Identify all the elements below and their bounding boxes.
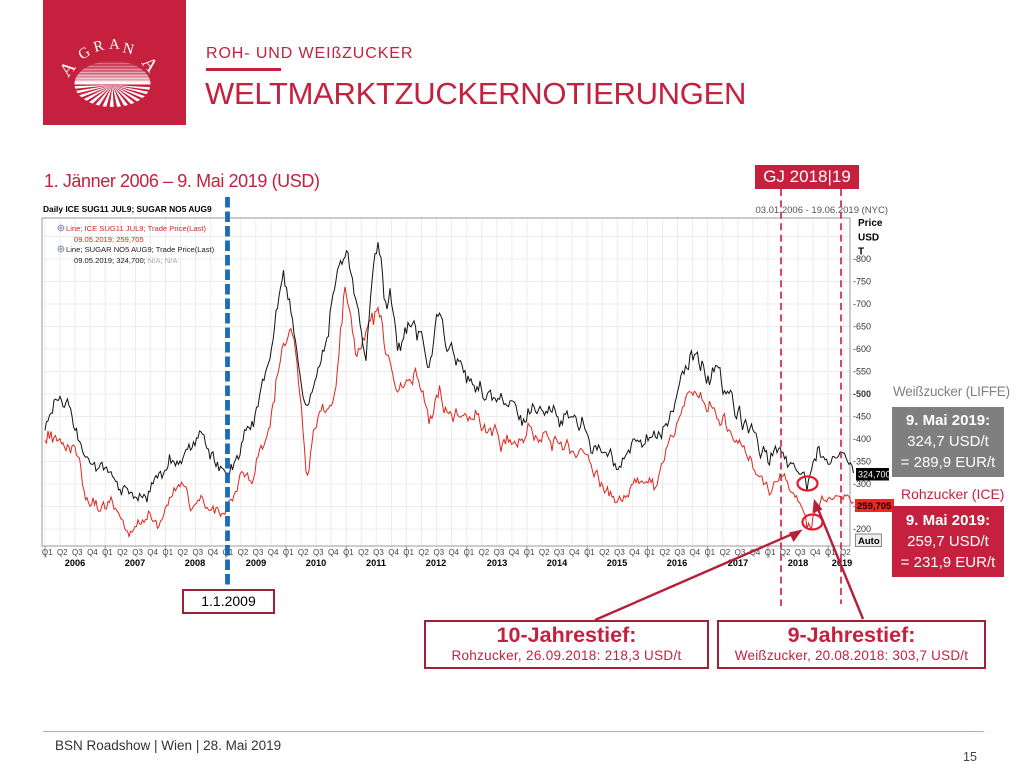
svg-text:2010: 2010 (306, 558, 326, 568)
svg-text:Daily ICE SUG11 JUL9; SUGAR NO: Daily ICE SUG11 JUL9; SUGAR NO5 AUG9 (43, 204, 212, 214)
svg-text:N: N (121, 40, 136, 58)
svg-text:259,705: 259,705 (857, 501, 892, 512)
svg-text:Q4: Q4 (147, 548, 158, 557)
svg-text:Q3: Q3 (72, 548, 83, 557)
svg-text:Q2: Q2 (238, 548, 249, 557)
svg-text:-650: -650 (853, 322, 871, 332)
svg-text:Q1: Q1 (162, 548, 173, 557)
svg-text:2012: 2012 (426, 558, 446, 568)
svg-text:-500: -500 (853, 389, 871, 399)
svg-text:2009: 2009 (246, 558, 266, 568)
svg-text:Q4: Q4 (509, 548, 520, 557)
svg-text:Q1: Q1 (644, 548, 655, 557)
svg-text:Line; ICE SUG11 JUL9; Trade Pr: Line; ICE SUG11 JUL9; Trade Price(Last) (66, 224, 206, 233)
svg-text:2018: 2018 (788, 558, 808, 568)
svg-text:Q2: Q2 (780, 548, 791, 557)
svg-text:Q2: Q2 (539, 548, 550, 557)
svg-text:-350: -350 (853, 457, 871, 467)
svg-text:Q4: Q4 (448, 548, 459, 557)
svg-text:Q2: Q2 (298, 548, 309, 557)
svg-text:Q1: Q1 (283, 548, 294, 557)
svg-text:Q3: Q3 (433, 548, 444, 557)
svg-text:Auto: Auto (858, 536, 880, 547)
svg-text:Q1: Q1 (765, 548, 776, 557)
svg-text:Q1: Q1 (825, 548, 836, 557)
svg-text:2007: 2007 (125, 558, 145, 568)
svg-text:324,700: 324,700 (858, 470, 891, 480)
svg-text:Q4: Q4 (810, 548, 821, 557)
svg-text:Q3: Q3 (494, 548, 505, 557)
svg-text:-550: -550 (853, 367, 871, 377)
svg-text:-450: -450 (853, 412, 871, 422)
svg-text:R: R (92, 38, 106, 56)
svg-text:Q2: Q2 (177, 548, 188, 557)
svg-text:Q3: Q3 (735, 548, 746, 557)
svg-text:2006: 2006 (65, 558, 85, 568)
svg-text:09.05.2019; 324,700; N/A; N/A: 09.05.2019; 324,700; N/A; N/A (74, 256, 178, 265)
svg-text:03.01.2006 - 19.06.2019 (NYC): 03.01.2006 - 19.06.2019 (NYC) (755, 205, 888, 216)
svg-text:Q2: Q2 (479, 548, 490, 557)
svg-text:Q2: Q2 (358, 548, 369, 557)
svg-text:USD: USD (858, 233, 879, 244)
svg-text:Q3: Q3 (614, 548, 625, 557)
svg-text:Q1: Q1 (524, 548, 535, 557)
svg-text:Q4: Q4 (208, 548, 219, 557)
svg-text:Q1: Q1 (343, 548, 354, 557)
svg-text:Q2: Q2 (659, 548, 670, 557)
svg-text:2015: 2015 (607, 558, 627, 568)
svg-text:Q1: Q1 (102, 548, 113, 557)
svg-text:Q4: Q4 (689, 548, 700, 557)
svg-text:Q1: Q1 (584, 548, 595, 557)
svg-text:-700: -700 (853, 299, 871, 309)
svg-text:Q4: Q4 (268, 548, 279, 557)
svg-text:2011: 2011 (366, 558, 386, 568)
svg-text:Q4: Q4 (569, 548, 580, 557)
svg-text:Q4: Q4 (328, 548, 339, 557)
svg-text:Q4: Q4 (87, 548, 98, 557)
svg-text:2014: 2014 (547, 558, 568, 568)
svg-text:-400: -400 (853, 434, 871, 444)
svg-text:Q1: Q1 (403, 548, 414, 557)
svg-text:Q2: Q2 (840, 548, 851, 557)
svg-text:Q4: Q4 (750, 548, 761, 557)
svg-text:Q4: Q4 (388, 548, 399, 557)
svg-text:-750: -750 (853, 277, 871, 287)
svg-text:Q1: Q1 (464, 548, 475, 557)
svg-text:Q3: Q3 (554, 548, 565, 557)
svg-text:Q2: Q2 (117, 548, 128, 557)
svg-text:Price: Price (858, 218, 883, 229)
svg-text:-800: -800 (853, 254, 871, 264)
svg-text:Q2: Q2 (720, 548, 731, 557)
svg-text:2008: 2008 (185, 558, 205, 568)
svg-text:-600: -600 (853, 344, 871, 354)
svg-text:2017: 2017 (728, 558, 748, 568)
svg-text:-200: -200 (853, 524, 871, 534)
svg-text:Q3: Q3 (674, 548, 685, 557)
svg-text:2016: 2016 (667, 558, 687, 568)
svg-text:Q3: Q3 (795, 548, 806, 557)
svg-text:Line; SUGAR NO5 AUG9; Trade Pr: Line; SUGAR NO5 AUG9; Trade Price(Last) (66, 245, 215, 254)
svg-text:-300: -300 (853, 479, 871, 489)
svg-text:Q3: Q3 (313, 548, 324, 557)
svg-text:Q1: Q1 (704, 548, 715, 557)
svg-text:T: T (858, 247, 864, 258)
svg-text:Q3: Q3 (132, 548, 143, 557)
svg-text:Q4: Q4 (629, 548, 640, 557)
svg-text:A: A (109, 37, 120, 53)
svg-text:Q1: Q1 (42, 548, 53, 557)
svg-text:2019: 2019 (832, 558, 852, 568)
svg-text:Q2: Q2 (418, 548, 429, 557)
svg-text:Q2: Q2 (57, 548, 68, 557)
svg-text:Q3: Q3 (253, 548, 264, 557)
svg-text:Q2: Q2 (599, 548, 610, 557)
svg-text:09.05.2019; 259,705: 09.05.2019; 259,705 (74, 235, 144, 244)
svg-text:Q3: Q3 (373, 548, 384, 557)
svg-text:2013: 2013 (487, 558, 507, 568)
svg-text:Q3: Q3 (192, 548, 203, 557)
